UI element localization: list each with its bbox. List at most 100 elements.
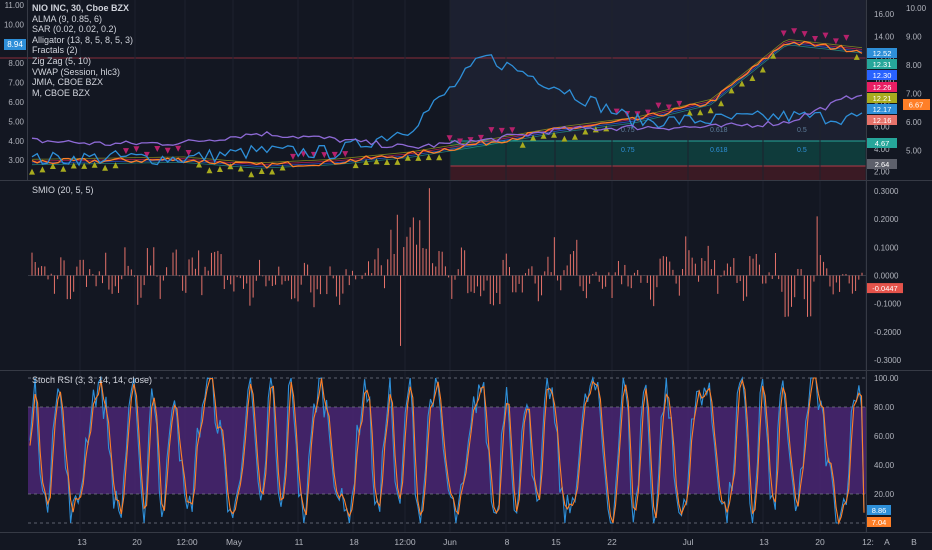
legend-vwap[interactable]: VWAP (Session, hlc3) — [32, 66, 121, 77]
fib-label: 0.618 — [710, 147, 728, 154]
sar-marker-up — [60, 165, 67, 172]
time-axis-label: May — [226, 537, 243, 547]
time-axis-label: 12:00 — [176, 537, 198, 547]
time-axis-label: Jul — [683, 537, 694, 547]
sar-marker-up — [530, 134, 537, 141]
smio-title[interactable]: SMIO (20, 5, 5) — [32, 185, 94, 195]
time-axis-label: 11 — [295, 537, 304, 547]
sar-marker-down — [655, 102, 662, 109]
sar-marker-up — [749, 74, 756, 81]
left-axis-tick: 7.00 — [8, 79, 24, 88]
sar-marker-down — [676, 100, 683, 107]
sar-marker-up — [686, 109, 693, 116]
right-axis-a-tick: 16.00 — [874, 10, 895, 19]
legend-jmia[interactable]: JMIA, CBOE BZX — [32, 77, 104, 88]
price-badge-bg — [867, 138, 897, 148]
sar-marker-up — [206, 167, 213, 174]
sar-marker-down — [613, 108, 620, 115]
sar-marker-up — [551, 131, 558, 138]
sar-marker-down — [185, 149, 192, 156]
left-axis-tick: 4.00 — [8, 137, 24, 146]
right-axis-a-tick: 6.00 — [874, 123, 890, 132]
price-badge-bg — [867, 115, 897, 125]
legend-alligator[interactable]: Alligator (13, 8, 5, 8, 5, 3) — [32, 34, 134, 45]
fib-label: 0.5 — [797, 147, 807, 154]
sar-marker-down — [498, 127, 505, 134]
sar-marker-up — [196, 161, 203, 168]
time-axis-label: 22 — [607, 537, 617, 547]
right-axis-a-tick: 4.00 — [874, 145, 890, 154]
sar-marker-up — [258, 168, 265, 175]
time-axis-label: 20 — [132, 537, 142, 547]
price-badge-label: 12.16 — [873, 116, 892, 125]
legend-fractals[interactable]: Fractals (2) — [32, 45, 78, 56]
sar-marker-up — [29, 168, 35, 175]
sar-marker-up — [571, 133, 578, 140]
price-series-1 — [31, 54, 863, 167]
time-axis-label: Jun — [443, 537, 457, 547]
legend-alma[interactable]: ALMA (9, 0.85, 6) — [32, 13, 103, 24]
sar-marker-up — [561, 135, 568, 142]
sar-marker-down — [175, 145, 182, 152]
sar-marker-down — [843, 34, 850, 41]
price-badge: 2.64 — [867, 159, 897, 169]
legend-zigzag[interactable]: Zig Zag (5, 10) — [32, 55, 92, 66]
legend-sar[interactable]: SAR (0.02, 0.02, 0.2) — [32, 24, 117, 35]
sar-marker-down — [832, 38, 839, 45]
smio-axis-tick: 0.3000 — [874, 187, 899, 196]
time-axis-label: 13 — [77, 537, 87, 547]
fib-label: 0.5 — [797, 127, 807, 134]
right-axis-b-tick: 5.00 — [906, 147, 922, 156]
sar-marker-down — [791, 28, 798, 35]
sar-marker-up — [738, 80, 745, 87]
sar-marker-down — [644, 109, 651, 116]
price-badge-label: 12.21 — [873, 94, 892, 103]
price-badge: 12.52 — [867, 48, 897, 58]
legend-symbol[interactable]: NIO INC, 30, Cboe BZX — [32, 3, 130, 13]
sar-marker-down — [321, 152, 328, 159]
smio-axis-tick: 0.1000 — [874, 243, 899, 252]
sar-marker-up — [728, 87, 735, 94]
price-badge-bg — [867, 48, 897, 58]
smio-axis-tick: -0.3000 — [874, 356, 902, 365]
sar-marker-down — [154, 145, 161, 152]
sar-marker-down — [133, 146, 140, 153]
sar-marker-up — [279, 164, 286, 171]
left-axis-tick: 11.00 — [5, 1, 25, 10]
price-badge: 12.16 — [867, 115, 897, 125]
sar-marker-down — [290, 153, 297, 160]
sar-marker-up — [216, 166, 223, 173]
sar-marker-up — [770, 52, 777, 59]
smio-axis-tick: -0.2000 — [874, 328, 902, 337]
price-badge: 12.26 — [867, 82, 897, 92]
sar-marker-up — [39, 166, 46, 173]
price-badge-right-bg — [903, 99, 930, 110]
sar-marker-down — [122, 148, 129, 155]
right-axis-b-tick: 9.00 — [906, 33, 922, 42]
left-axis-tick: 10.00 — [4, 20, 25, 29]
price-badge: 4.67 — [867, 138, 897, 148]
sar-marker-up — [102, 164, 109, 171]
sar-marker-up — [415, 154, 422, 161]
price-badge-label: 12.26 — [873, 83, 892, 92]
legend-m[interactable]: M, CBOE BZX — [32, 87, 91, 98]
price-badge-label: 2.64 — [875, 160, 890, 169]
right-axis-b-tick: 8.00 — [906, 61, 922, 70]
sar-marker-up — [49, 163, 56, 170]
price-badge: 12.30 — [867, 70, 897, 80]
time-axis-label: 12:00 — [394, 537, 416, 547]
sar-marker-down — [477, 134, 484, 141]
sar-marker-up — [70, 162, 77, 169]
time-axis-label: 18 — [349, 537, 359, 547]
sar-marker-up — [269, 168, 276, 175]
stoch-axis-tick: 100.00 — [874, 374, 899, 383]
sar-marker-down — [143, 151, 150, 158]
time-axis-label: 12: — [862, 537, 874, 547]
sar-marker-up — [592, 126, 599, 133]
sar-marker-up — [519, 141, 526, 148]
sar-marker-down — [509, 127, 516, 134]
sar-marker-down — [822, 32, 829, 39]
price-badge-label: 4.67 — [875, 139, 890, 148]
stoch-title[interactable]: Stoch RSI (3, 3, 14, 14, close) — [32, 375, 153, 385]
